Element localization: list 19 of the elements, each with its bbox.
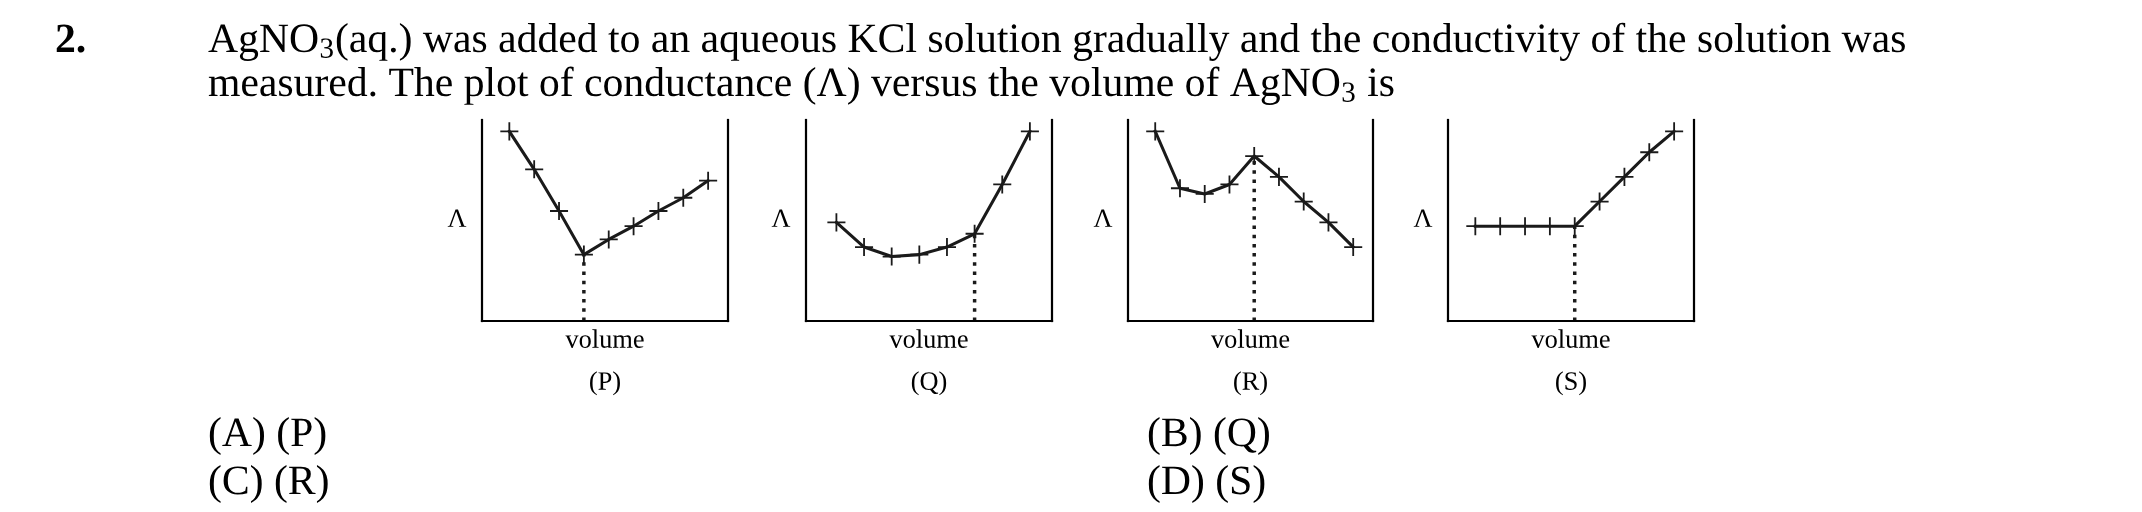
y-axis-title: Λ	[1413, 209, 1433, 227]
text: (P)	[590, 371, 620, 396]
text: AgNO$_{3}$(aq.) was added to an aqueous KCl solution gradually and the conductivity of the solution was	[208, 22, 1905, 61]
x-axis-title: volume	[565, 329, 644, 348]
y-axis-title: Λ	[447, 209, 467, 227]
x-axis-title: volume	[1210, 329, 1290, 348]
text: measured. The plot of conductance (Λ) versus the volume of AgNO$_{3}$ is	[208, 66, 1394, 105]
text: 2.	[56, 24, 85, 53]
text: (Q)	[911, 371, 947, 396]
text: (C) (R)	[209, 465, 328, 503]
x-axis-title: volume	[889, 329, 968, 348]
x-axis-title: volume	[1531, 329, 1610, 348]
text: (A) (P)	[209, 417, 326, 455]
text: (D) (S)	[1148, 465, 1265, 503]
y-axis-title: Λ	[771, 209, 791, 227]
text: (S)	[1556, 371, 1586, 396]
text: (R)	[1234, 371, 1267, 396]
text: (B) (Q)	[1148, 417, 1269, 455]
y-axis-title: Λ	[1093, 209, 1113, 227]
